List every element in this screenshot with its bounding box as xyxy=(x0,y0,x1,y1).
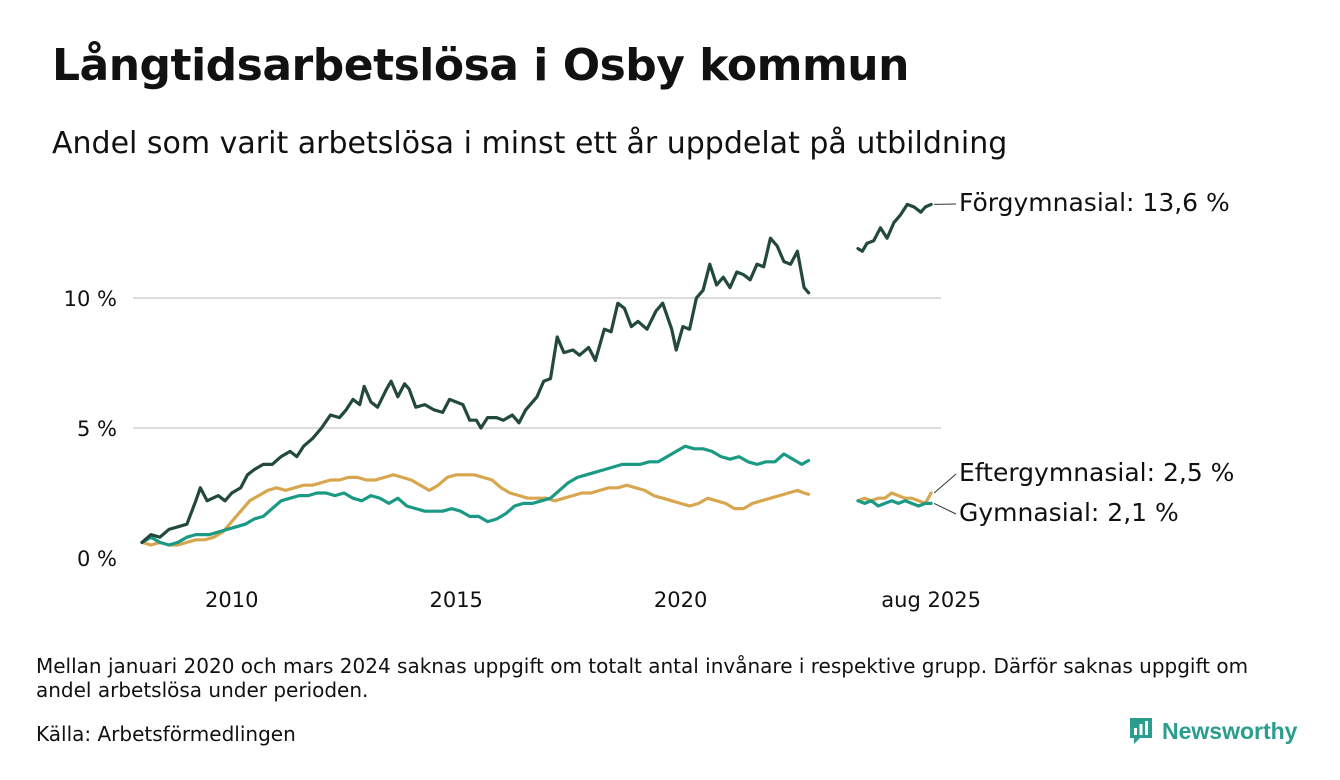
bar-chart-icon xyxy=(1130,718,1152,744)
y-tick-label: 5 % xyxy=(77,417,117,441)
leader-line-eftergymnasial xyxy=(933,473,957,494)
footnote: Mellan januari 2020 och mars 2024 saknas… xyxy=(36,654,1249,702)
series-lines xyxy=(140,202,933,547)
leader-line-gymnasial xyxy=(933,502,957,515)
series-line-gymnasial xyxy=(140,444,811,547)
series-label-gymnasial: Gymnasial: 2,1 % xyxy=(959,498,1179,527)
series-label-forgymnasial: Förgymnasial: 13,6 % xyxy=(959,188,1230,217)
y-tick-label: 10 % xyxy=(64,287,117,311)
brand-name: Newsworthy xyxy=(1162,717,1298,744)
x-tick-label: 2015 xyxy=(429,588,482,612)
newsworthy-logo[interactable]: Newsworthy xyxy=(1128,716,1297,746)
series-labels: Förgymnasial: 13,6 % Gymnasial: 2,1 % Efte… xyxy=(933,188,1234,527)
series-line-gymnasial xyxy=(856,499,933,508)
x-tick-label: 2020 xyxy=(654,588,707,612)
series-line-eftergymnasial xyxy=(140,473,811,547)
x-tick-label: aug 2025 xyxy=(881,588,981,612)
series-line-forgymnasial xyxy=(140,236,811,544)
series-line-forgymnasial xyxy=(856,202,933,253)
chart-title: Långtidsarbetslösa i Osby kommun xyxy=(52,40,909,91)
x-axis-ticks: 2010 2015 2020 aug 2025 xyxy=(205,588,981,612)
y-tick-label: 0 % xyxy=(77,547,117,571)
gridlines xyxy=(133,297,941,429)
y-axis-ticks: 0 % 5 % 10 % xyxy=(64,287,117,571)
x-tick-label: 2010 xyxy=(205,588,258,612)
line-chart: 0 % 5 % 10 % 2010 2015 2020 aug 2025 Förgymna… xyxy=(64,188,1235,612)
chart-subtitle: Andel som varit arbetslösa i minst ett å… xyxy=(52,126,1008,161)
series-label-eftergymnasial: Eftergymnasial: 2,5 % xyxy=(959,458,1234,487)
source-text: Källa: Arbetsförmedlingen xyxy=(36,722,296,746)
